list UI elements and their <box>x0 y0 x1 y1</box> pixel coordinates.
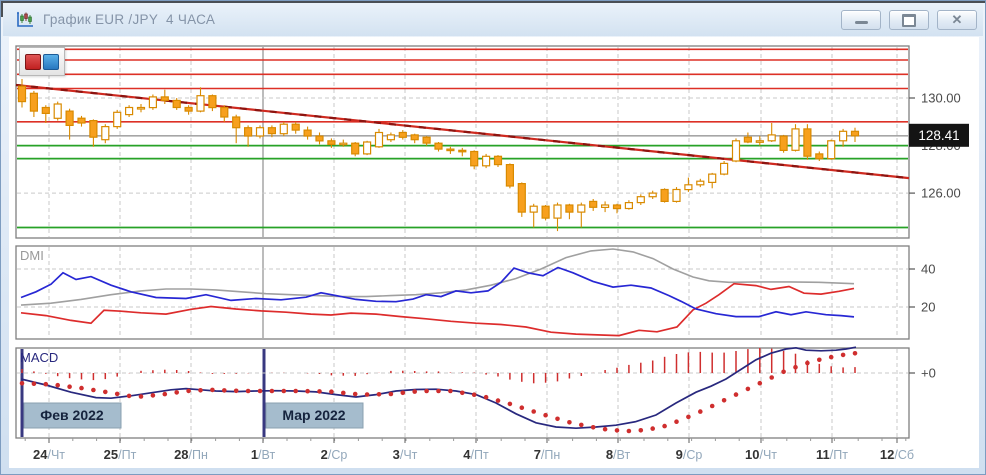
window-top-edge <box>1 1 985 3</box>
chart-client-area[interactable] <box>9 37 979 468</box>
close-icon: ✕ <box>951 12 963 27</box>
window-controls: ✕ <box>833 10 977 30</box>
chart-app-icon <box>17 11 33 27</box>
close-button[interactable]: ✕ <box>937 10 977 30</box>
red-series-button[interactable] <box>25 54 41 70</box>
blue-series-button[interactable] <box>43 54 59 70</box>
restore-icon <box>902 13 916 27</box>
window-title: График EUR /JPY 4 ЧАСА <box>43 12 216 27</box>
minimize-button[interactable] <box>841 10 881 30</box>
chart-toolbar <box>19 47 65 76</box>
window-corner-edge <box>1 1 3 17</box>
titlebar[interactable]: График EUR /JPY 4 ЧАСА ✕ <box>3 3 983 36</box>
restore-button[interactable] <box>889 10 929 30</box>
minimize-icon <box>854 20 868 25</box>
